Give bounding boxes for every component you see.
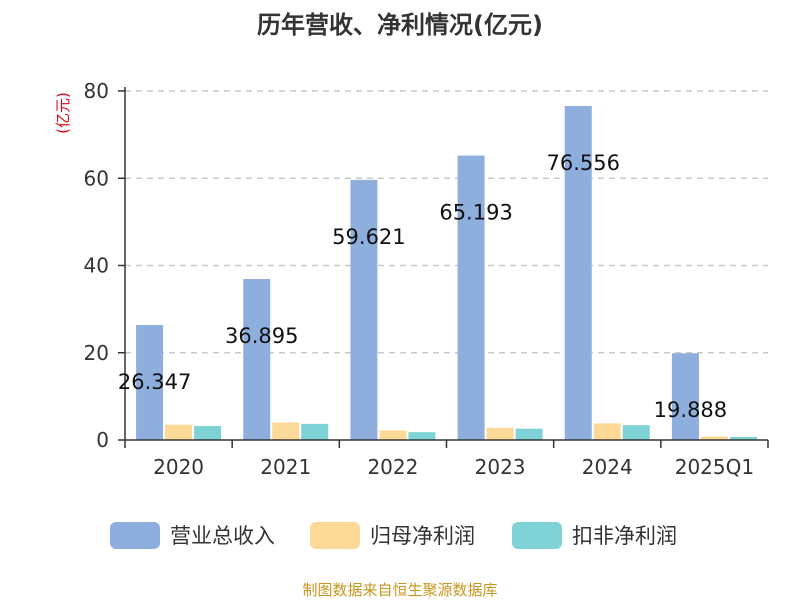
chart-title: 历年营收、净利情况(亿元) bbox=[257, 11, 543, 39]
legend[interactable]: 营业总收入 归母净利润 扣非净利润 bbox=[110, 522, 677, 549]
x-tick-label: 2020 bbox=[153, 455, 204, 479]
bar-series-1-2024[interactable] bbox=[564, 106, 592, 441]
data-label: 19.888 bbox=[654, 398, 727, 422]
legend-item-2[interactable]: 归母净利润 bbox=[310, 522, 475, 549]
data-label: 26.347 bbox=[118, 370, 191, 394]
bar-series-2-2023[interactable] bbox=[486, 427, 514, 440]
legend-label: 营业总收入 bbox=[170, 524, 275, 548]
bar-series-1-2022[interactable] bbox=[350, 179, 378, 440]
x-tick-label: 2022 bbox=[367, 455, 418, 479]
bar-series-1-2020[interactable] bbox=[136, 325, 164, 440]
bar-series-3-2020[interactable] bbox=[194, 426, 222, 440]
legend-item-1[interactable]: 营业总收入 bbox=[110, 522, 275, 549]
axes bbox=[118, 87, 769, 448]
bar-series-3-2022[interactable] bbox=[408, 432, 436, 440]
bars bbox=[136, 106, 757, 441]
bar-series-1-2023[interactable] bbox=[457, 155, 485, 441]
bar-series-3-2025Q1[interactable] bbox=[729, 436, 757, 440]
data-label: 65.193 bbox=[439, 201, 512, 225]
y-tick-label: 60 bbox=[84, 166, 109, 190]
data-label: 59.621 bbox=[332, 225, 405, 249]
bar-series-2-2024[interactable] bbox=[593, 423, 621, 440]
bar-series-2-2020[interactable] bbox=[165, 424, 193, 440]
x-tick-label: 2025Q1 bbox=[675, 455, 754, 479]
x-tick-label: 2023 bbox=[475, 455, 526, 479]
bar-series-3-2024[interactable] bbox=[622, 425, 650, 440]
bar-series-1-2025Q1[interactable] bbox=[671, 353, 699, 440]
legend-label: 归母净利润 bbox=[370, 524, 475, 548]
bar-series-2-2021[interactable] bbox=[272, 422, 300, 440]
x-tick-label: 2024 bbox=[582, 455, 633, 479]
y-tick-label: 80 bbox=[84, 79, 109, 103]
y-tick-label: 20 bbox=[84, 341, 109, 365]
bar-series-3-2023[interactable] bbox=[515, 428, 543, 440]
bar-series-2-2025Q1[interactable] bbox=[700, 436, 728, 440]
bar-series-1-2021[interactable] bbox=[243, 279, 271, 440]
grid-lines bbox=[125, 90, 768, 354]
bar-series-3-2021[interactable] bbox=[301, 423, 329, 440]
legend-swatch bbox=[310, 522, 360, 549]
y-tick-label: 40 bbox=[84, 254, 109, 278]
legend-swatch bbox=[512, 522, 562, 549]
source-note: 制图数据来自恒生聚源数据库 bbox=[302, 581, 497, 599]
data-labels: 26.347 36.895 59.621 65.193 76.556 19.888 bbox=[118, 151, 727, 422]
data-label: 76.556 bbox=[547, 151, 620, 175]
y-tick-label: 0 bbox=[96, 428, 109, 452]
y-axis-unit: (亿元) bbox=[54, 92, 72, 134]
data-label: 36.895 bbox=[225, 324, 298, 348]
legend-swatch bbox=[110, 522, 160, 549]
legend-item-3[interactable]: 扣非净利润 bbox=[512, 522, 677, 549]
bar-series-2-2022[interactable] bbox=[379, 430, 407, 440]
tick-labels: 0 20 40 60 80 2020 2021 2022 2023 2024 2025Q1 bbox=[84, 79, 755, 479]
legend-label: 扣非净利润 bbox=[572, 524, 677, 548]
x-tick-label: 2021 bbox=[260, 455, 311, 479]
